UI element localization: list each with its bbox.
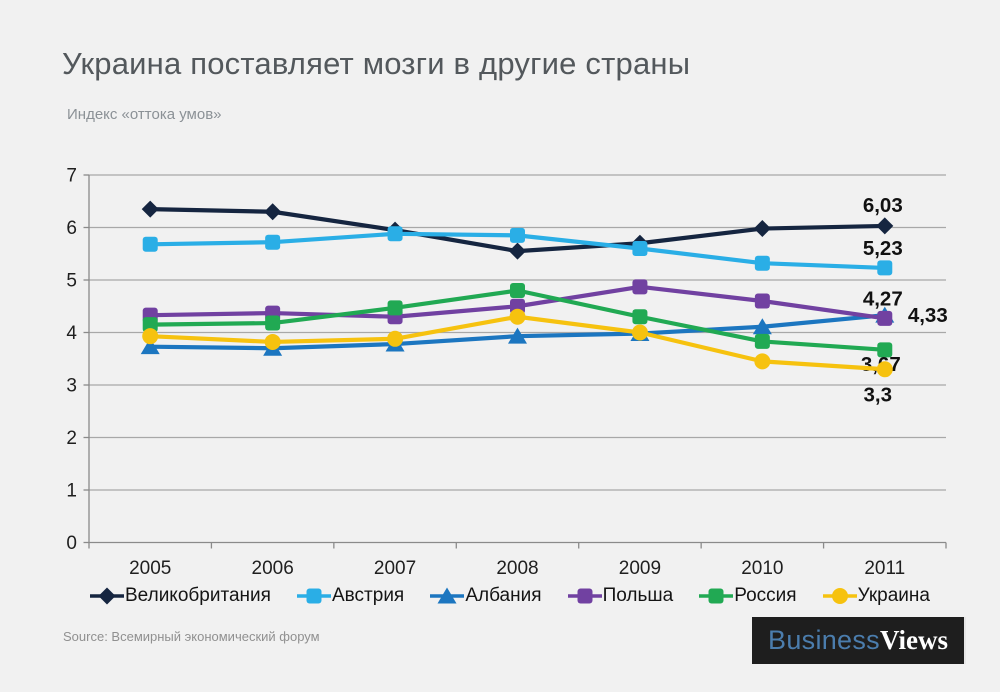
- end-label-ukraine: 3,3: [864, 383, 893, 406]
- legend-item-austria: Австрия: [297, 585, 404, 607]
- marker-ukraine-2011: [876, 361, 893, 378]
- legend-marker-russia: [708, 588, 724, 604]
- legend-label-albania: Албания: [465, 585, 542, 606]
- legend-marker-poland: [577, 588, 593, 604]
- triangle-legend-marker-icon: [430, 587, 465, 604]
- marker-albania-2005: [140, 338, 160, 355]
- end-label-uk: 6,03: [863, 194, 903, 217]
- legend-item-uk: Великобритания: [90, 585, 271, 607]
- marker-russia-2010: [754, 333, 770, 349]
- marker-russia-2009: [632, 309, 648, 325]
- legend-label-russia: Россия: [734, 585, 797, 606]
- marker-austria-2010: [754, 255, 770, 271]
- marker-russia-2007: [387, 300, 403, 316]
- square-legend-marker-icon: [567, 588, 602, 604]
- y-axis-label-0: 0: [66, 533, 77, 554]
- x-axis-label-2008: 2008: [496, 558, 538, 579]
- marker-ukraine-2007: [387, 330, 404, 347]
- legend-marker-austria: [306, 588, 322, 604]
- x-axis-label-2010: 2010: [741, 558, 783, 579]
- end-label-albania: 4,33: [908, 304, 948, 327]
- legend-item-russia: Россия: [699, 585, 797, 607]
- marker-austria-2007: [387, 226, 403, 242]
- circle-legend-marker-icon: [822, 588, 857, 604]
- marker-uk-2008: [509, 242, 526, 260]
- legend-item-ukraine: Украина: [822, 585, 930, 607]
- marker-russia-2005: [142, 317, 158, 333]
- marker-ukraine-2006: [264, 333, 281, 350]
- legend-item-albania: Албания: [430, 585, 541, 607]
- y-axis-label-4: 4: [66, 323, 77, 344]
- marker-ukraine-2005: [142, 328, 159, 345]
- legend-marker-uk: [98, 587, 116, 605]
- marker-uk-2006: [264, 203, 282, 221]
- source-attribution: Source: Всемирный экономический форум: [63, 629, 320, 644]
- chart-legend: Великобритания Австрия Албания Польша Россия…: [90, 583, 930, 609]
- marker-uk-2011: [876, 217, 894, 235]
- diamond-legend-marker-icon: [90, 587, 124, 605]
- legend-label-austria: Австрия: [332, 585, 405, 606]
- chart-subtitle: Индекс «оттока умов»: [67, 106, 222, 123]
- logo-text-business: Business: [768, 625, 880, 655]
- y-axis-label-1: 1: [66, 481, 77, 502]
- square-legend-marker-icon: [699, 588, 734, 604]
- marker-albania-2010: [752, 318, 772, 335]
- marker-austria-2008: [510, 227, 525, 243]
- marker-austria-2011: [877, 260, 893, 276]
- marker-russia-2008: [510, 283, 525, 298]
- legend-item-poland: Польша: [567, 585, 674, 607]
- x-axis-label-2005: 2005: [129, 558, 171, 579]
- y-axis-label-6: 6: [66, 218, 77, 239]
- legend-label-ukraine: Украина: [857, 585, 930, 606]
- end-label-austria: 5,23: [863, 237, 903, 260]
- marker-russia-2006: [265, 315, 281, 331]
- y-axis-label-5: 5: [66, 271, 77, 292]
- x-axis-label-2009: 2009: [619, 558, 661, 579]
- x-axis-label-2006: 2006: [252, 558, 294, 579]
- y-axis-label-2: 2: [66, 428, 77, 449]
- logo-text-views: Views: [879, 625, 948, 655]
- marker-russia-2011: [877, 342, 893, 358]
- y-axis-label-3: 3: [66, 376, 77, 397]
- x-axis-label-2007: 2007: [374, 558, 416, 579]
- marker-poland-2011: [877, 310, 893, 326]
- marker-uk-2010: [753, 220, 771, 238]
- marker-poland-2009: [632, 279, 648, 295]
- y-axis-label-7: 7: [66, 166, 77, 187]
- legend-marker-ukraine: [831, 588, 848, 604]
- marker-austria-2005: [142, 236, 158, 252]
- businessviews-logo: Business Views: [752, 617, 966, 664]
- end-label-poland: 4,27: [863, 287, 903, 310]
- marker-austria-2009: [632, 241, 648, 256]
- marker-uk-2005: [141, 200, 159, 218]
- marker-ukraine-2008: [509, 308, 526, 325]
- page-title: Украина поставляет мозги в другие страны: [62, 46, 691, 81]
- marker-poland-2010: [754, 293, 770, 309]
- legend-label-uk: Великобритания: [125, 585, 271, 606]
- marker-albania-2008: [508, 327, 527, 344]
- marker-ukraine-2009: [631, 324, 648, 341]
- marker-ukraine-2010: [754, 353, 771, 370]
- legend-label-poland: Польша: [602, 585, 674, 606]
- marker-austria-2006: [265, 234, 281, 250]
- x-axis-label-2011: 2011: [864, 558, 905, 579]
- legend-marker-albania: [437, 587, 457, 604]
- square-legend-marker-icon: [297, 588, 331, 604]
